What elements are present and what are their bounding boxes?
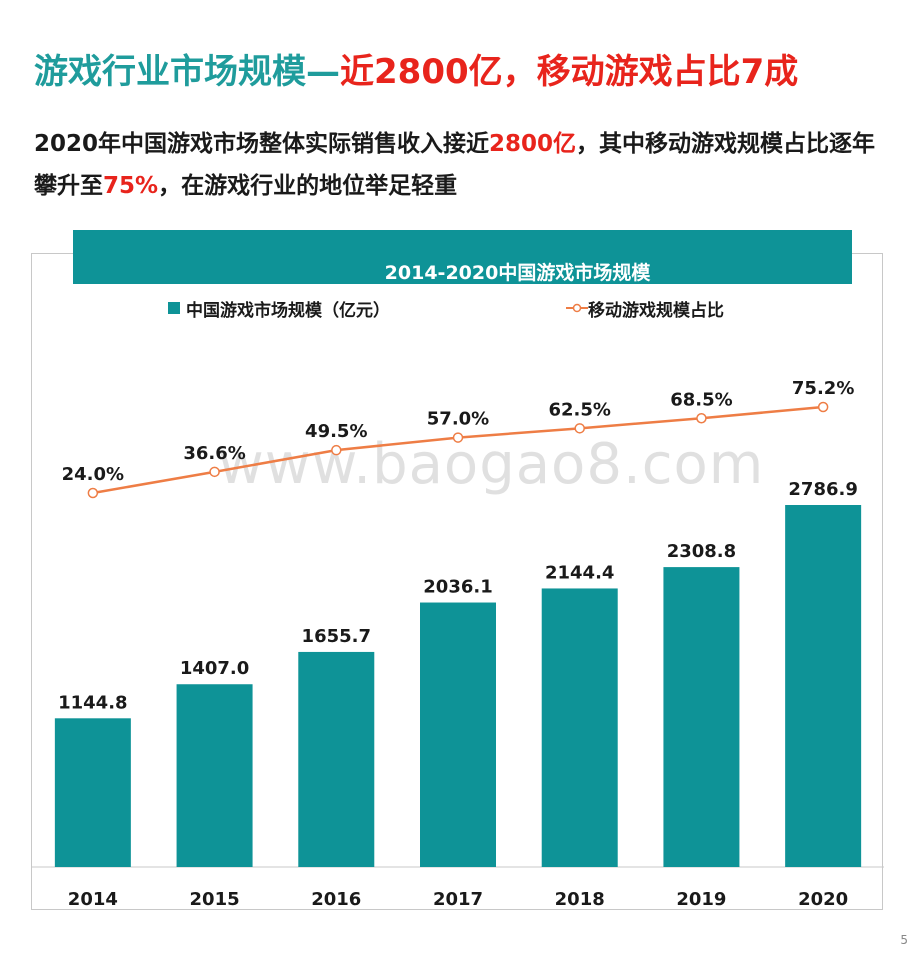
legend-line-label: 移动游戏规模占比 <box>588 301 724 321</box>
bar-label-2014: 1144.8 <box>58 692 127 713</box>
subtitle-highlight-share: 75% <box>103 173 159 199</box>
subtitle-highlight-revenue: 2800亿 <box>489 131 577 157</box>
line-label-2017: 57.0% <box>427 409 489 430</box>
line-point-2018 <box>574 423 585 434</box>
x-tick-2014: 2014 <box>68 889 118 910</box>
line-point-2019 <box>696 413 707 424</box>
x-tick-2015: 2015 <box>190 889 240 910</box>
bar-label-2015: 1407.0 <box>180 658 249 679</box>
subtitle-text-2: ，其中移动游戏规模占比逐年攀升至 <box>34 131 876 199</box>
x-tick-2017: 2017 <box>433 889 483 910</box>
subtitle-text-3: ，在游戏行业的地位举足轻重 <box>158 173 458 199</box>
x-tick-2016: 2016 <box>311 889 361 910</box>
slide-title-highlight: 近2800亿，移动游戏占比7成 <box>340 52 799 92</box>
line-label-2019: 68.5% <box>670 389 732 410</box>
chart-header-band: 2014-2020中国游戏市场规模 <box>73 230 852 284</box>
line-label-2015: 36.6% <box>183 443 245 464</box>
bar-label-2017: 2036.1 <box>423 577 492 598</box>
bar-2017 <box>420 602 496 867</box>
x-tick-2020: 2020 <box>798 889 848 910</box>
line-point-2016 <box>331 444 342 456</box>
page-number: 5 <box>900 933 908 947</box>
bar-label-2018: 2144.4 <box>545 562 614 583</box>
line-label-2020: 75.2% <box>792 378 854 399</box>
bar-2020 <box>785 505 862 867</box>
bar-label-2019: 2308.8 <box>667 541 736 562</box>
line-label-2018: 62.5% <box>548 399 610 420</box>
bar-label-2016: 1655.7 <box>302 626 371 647</box>
x-tick-2018: 2018 <box>555 889 605 910</box>
slide-subtitle: 2020年中国游戏市场整体实际销售收入接近2800亿，其中移动游戏规模占比逐年攀… <box>34 123 894 207</box>
line-point-2017 <box>452 432 464 443</box>
slide-title: 游戏行业市场规模—近2800亿，移动游戏占比7成 <box>34 44 798 93</box>
line-point-2020 <box>817 401 829 413</box>
bar-2015 <box>176 684 253 867</box>
subtitle-text-1: 2020年中国游戏市场整体实际销售收入接近 <box>34 131 490 157</box>
bar-2014 <box>54 718 131 867</box>
bar-label-2020: 2786.9 <box>788 479 857 500</box>
chart-title: 2014-2020中国游戏市场规模 <box>384 262 651 284</box>
bar-2016 <box>298 651 375 867</box>
bar-2019 <box>663 567 740 867</box>
line-point-2015 <box>209 466 220 478</box>
legend-bar-label: 中国游戏市场规模（亿元） <box>186 301 390 321</box>
line-label-2016: 49.5% <box>305 421 367 442</box>
x-tick-2019: 2019 <box>676 889 726 910</box>
legend-bar-swatch <box>168 302 180 314</box>
watermark: www.baogao8.com <box>218 432 765 497</box>
legend-line-swatch <box>566 303 588 313</box>
slide-title-main: 游戏行业市场规模— <box>34 52 340 92</box>
bar-2018 <box>541 588 618 867</box>
line-label-2014: 24.0% <box>62 464 124 485</box>
line-point-2014 <box>87 487 99 499</box>
